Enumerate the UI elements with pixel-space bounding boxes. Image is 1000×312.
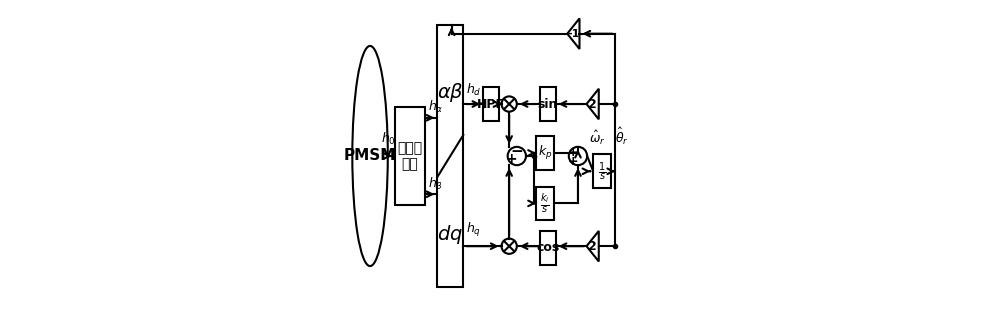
Text: +: + [568,154,578,168]
Text: −: − [510,144,523,159]
Bar [483,87,499,121]
Text: $\frac{k_i}{s}$: $\frac{k_i}{s}$ [540,192,550,215]
Bar [536,136,554,170]
Text: PMSM: PMSM [344,149,396,163]
Text: 归一化
处理: 归一化 处理 [397,141,422,171]
Text: sin: sin [538,98,558,110]
Text: +: + [506,152,518,166]
Text: $\frac{1}{s}$: $\frac{1}{s}$ [598,160,606,183]
Text: $k_p$: $k_p$ [538,144,552,162]
Text: +: + [568,146,578,159]
Bar [540,87,556,121]
Text: $dq$: $dq$ [437,223,463,246]
Text: $\hat{\theta}_r$: $\hat{\theta}_r$ [615,126,628,147]
Text: $\hat{\omega}_r$: $\hat{\omega}_r$ [589,129,606,147]
Text: $h_q$: $h_q$ [466,221,481,239]
Bar [395,107,425,205]
Text: 2: 2 [588,240,597,253]
Text: $h_d$: $h_d$ [466,82,481,98]
Bar [437,25,463,287]
Text: $\alpha\beta$: $\alpha\beta$ [437,81,464,105]
Text: -1: -1 [567,29,580,39]
Text: $h_0$: $h_0$ [381,131,396,147]
Bar [593,154,611,188]
Text: cos: cos [536,241,559,254]
Bar [536,187,554,220]
Text: $h_{\alpha}$: $h_{\alpha}$ [428,99,443,115]
Text: 2: 2 [588,98,597,110]
Bar [540,231,556,265]
Text: $h_{\beta}$: $h_{\beta}$ [428,176,443,194]
Text: HPF: HPF [477,98,505,110]
